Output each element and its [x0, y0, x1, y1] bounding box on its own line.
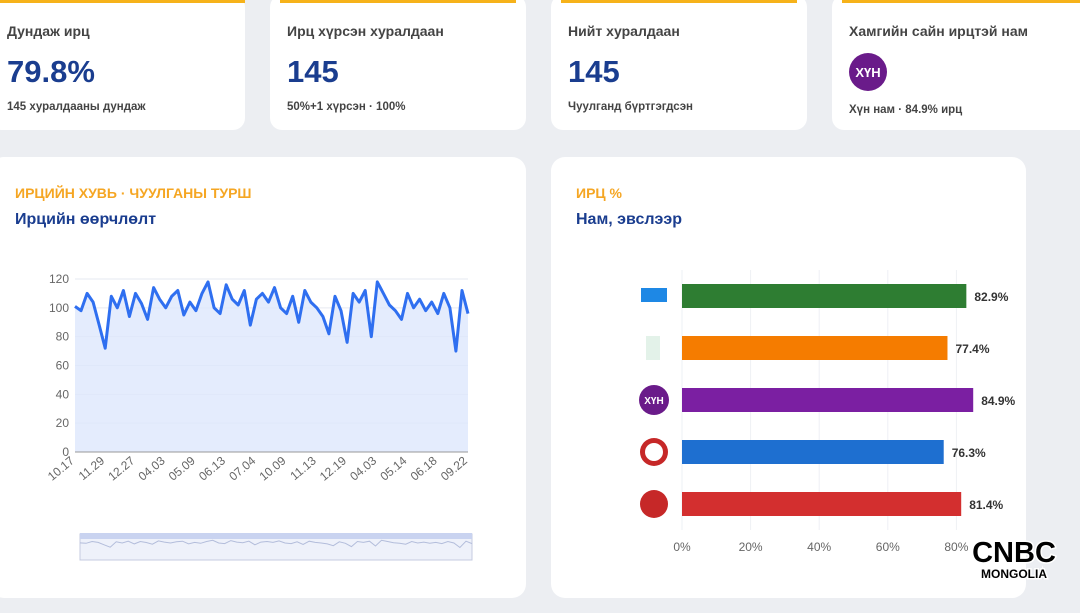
party-logo [641, 288, 667, 302]
watermark-logo: CNBC [972, 537, 1056, 569]
bar [682, 388, 974, 412]
y-tick-label: 0 [62, 445, 69, 459]
party-label: ХҮН [644, 396, 663, 407]
value-label: 81.4% [969, 498, 1003, 512]
card-value: 79.8% [7, 54, 95, 89]
bar [682, 492, 962, 516]
cards: Дундаж ирц 79.8% 145 хуралдааны дундаж И… [0, 0, 1080, 130]
panel-title: Нам, эвслээр [576, 211, 682, 228]
x-tick-label: 20% [739, 540, 763, 554]
party-badge [849, 53, 887, 91]
card-sub: 50%+1 хүрсэн · 100% [287, 101, 405, 113]
party-logo [646, 336, 660, 360]
card-label: Ирц хүрсэн хуралдаан [287, 23, 444, 39]
x-tick-label: 0% [673, 540, 691, 554]
card-label: Дундаж ирц [7, 23, 90, 39]
badge-text: ХҮН [855, 65, 880, 80]
card-accent [280, 0, 516, 3]
party-logo [640, 490, 668, 518]
card-accent [0, 0, 245, 3]
value-label: 76.3% [952, 446, 986, 460]
card-label: Хамгийн сайн ирцтэй нам [849, 23, 1028, 39]
card-sub: Чуулганд бүртгэгдсэн [568, 101, 693, 113]
minimap-line [79, 539, 473, 549]
value-label: 82.9% [974, 290, 1008, 304]
bar [682, 440, 944, 464]
range-slider[interactable] [79, 533, 473, 561]
y-tick-label: 80 [56, 330, 70, 344]
card-sub: 145 хуралдааны дундаж [7, 101, 146, 113]
value-label: 84.9% [981, 394, 1015, 408]
party-logo-inner [645, 443, 663, 461]
card-sub: Хүн нам · 84.9% ирц [849, 104, 962, 116]
card [270, 0, 526, 130]
watermark-sub: MONGOLIA [981, 567, 1047, 581]
line-area [75, 281, 468, 452]
y-tick-label: 20 [56, 416, 70, 430]
panel-title: Ирцийн өөрчлөлт [15, 211, 156, 228]
card-label: Нийт хуралдаан [568, 23, 680, 39]
card-value: 145 [568, 54, 620, 89]
y-tick-label: 40 [56, 387, 70, 401]
value-label: 77.4% [955, 342, 989, 356]
watermark: CNBC MONGOLIA [971, 536, 1058, 583]
x-tick-label: 40% [807, 540, 831, 554]
y-tick-label: 120 [49, 272, 69, 286]
card-value: 145 [287, 54, 339, 89]
party-logo [639, 385, 669, 415]
card-accent [842, 0, 1080, 3]
x-tick-label: 80% [944, 540, 968, 554]
card-accent [561, 0, 797, 3]
y-tick-label: 60 [56, 359, 70, 373]
x-tick-label: 60% [876, 540, 900, 554]
slider-handle[interactable] [80, 533, 472, 539]
card [551, 0, 807, 130]
panel-kicker: ИРЦИЙН ХУВЬ · ЧУУЛГАНЫ ТУРШ [15, 184, 252, 201]
card [832, 0, 1080, 130]
card [0, 0, 245, 130]
panel-kicker: ИРЦ % [576, 185, 623, 201]
y-tick-label: 100 [49, 301, 69, 315]
panel [551, 157, 1026, 598]
line [74, 280, 470, 353]
bar [682, 336, 948, 360]
bar [682, 284, 967, 308]
